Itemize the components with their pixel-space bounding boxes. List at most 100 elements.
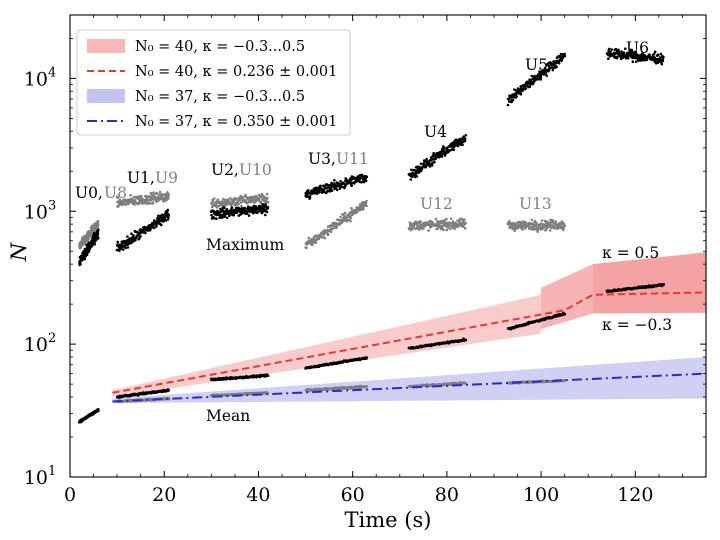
data-point	[528, 85, 532, 88]
annotation-mean: Mean	[206, 407, 250, 425]
data-point	[96, 220, 100, 223]
data-point	[428, 163, 432, 166]
data-point	[350, 207, 353, 210]
band-red-mid	[541, 264, 593, 329]
data-point	[124, 246, 127, 250]
data-point	[422, 227, 425, 230]
data-point	[460, 139, 463, 142]
data-point	[539, 78, 543, 81]
data-point	[459, 143, 462, 147]
data-point	[155, 192, 159, 195]
data-point	[166, 208, 170, 212]
x-axis-title: Time (s)	[345, 508, 432, 532]
data-point	[533, 74, 536, 78]
data-point	[631, 60, 635, 63]
data-point	[434, 157, 438, 160]
data-point	[152, 191, 155, 194]
data-point	[414, 220, 418, 223]
data-point	[444, 225, 448, 228]
data-point	[330, 189, 334, 192]
data-point	[144, 194, 148, 198]
data-point	[322, 233, 326, 236]
data-point	[223, 206, 226, 209]
data-point	[440, 225, 444, 228]
mean-black-segment-1	[116, 388, 170, 399]
data-point	[550, 62, 554, 66]
data-point	[440, 149, 444, 153]
data-point	[349, 215, 352, 218]
legend-label: N₀ = 40, κ = 0.236 ± 0.001	[135, 64, 337, 80]
data-point	[359, 203, 363, 207]
data-point	[319, 184, 322, 188]
data-point	[463, 137, 467, 141]
data-point	[216, 209, 219, 213]
y-tick-label: 102	[24, 331, 56, 356]
data-point	[225, 208, 229, 211]
data-point	[511, 227, 514, 231]
data-point	[139, 194, 143, 198]
data-point	[96, 236, 100, 240]
annotation-u0: U0,	[75, 184, 103, 202]
data-point	[563, 313, 567, 316]
data-point	[412, 168, 416, 172]
data-point	[317, 237, 321, 241]
data-point	[456, 219, 459, 222]
max-grey-segment-U11	[304, 199, 368, 250]
data-point	[653, 50, 657, 54]
data-point	[521, 228, 524, 231]
data-point	[225, 203, 228, 207]
data-point	[93, 242, 96, 246]
data-point	[307, 236, 311, 240]
data-point	[543, 66, 547, 70]
data-point	[232, 213, 235, 217]
data-point	[511, 98, 515, 102]
data-point	[148, 202, 152, 205]
data-point	[430, 164, 434, 167]
data-point	[266, 374, 270, 378]
data-point	[436, 227, 440, 230]
y-axis-title: N	[7, 242, 31, 262]
max-grey-segment-U13	[506, 218, 567, 233]
axes: 0 20 40 60 80 100 120 101 102 103 104 Time (s) N	[7, 14, 707, 532]
data-point	[138, 237, 141, 240]
data-point	[418, 228, 421, 231]
data-point	[223, 215, 226, 218]
data-point	[537, 77, 540, 81]
data-point	[96, 222, 100, 226]
max-black-segment-U3	[304, 173, 369, 200]
data-point	[545, 74, 548, 78]
data-point	[430, 225, 433, 229]
data-point	[235, 197, 238, 201]
data-point	[132, 234, 135, 237]
data-point	[118, 198, 122, 202]
mean-grey-segment-2	[304, 384, 368, 393]
data-point	[408, 221, 412, 224]
data-point	[630, 48, 634, 52]
data-point	[266, 205, 270, 209]
data-point	[152, 226, 156, 230]
data-point	[533, 219, 537, 223]
legend: N₀ = 40, κ = −0.3...0.5 N₀ = 40, κ = 0.23…	[76, 29, 351, 136]
data-point	[167, 214, 170, 217]
fit-blue-line	[112, 372, 706, 403]
data-point	[132, 240, 135, 243]
data-point	[548, 66, 552, 70]
data-point	[130, 232, 133, 235]
data-point	[146, 198, 150, 202]
data-point	[210, 213, 213, 217]
data-point	[652, 52, 656, 56]
data-point	[85, 253, 89, 256]
data-point	[254, 199, 258, 203]
data-point	[123, 198, 127, 201]
data-point	[326, 232, 330, 236]
data-point	[213, 197, 216, 200]
data-point	[237, 202, 240, 205]
data-point	[339, 215, 342, 219]
data-point	[118, 249, 121, 252]
data-point	[151, 201, 155, 204]
data-point	[129, 193, 132, 197]
data-point	[530, 218, 534, 222]
mean-black-segment-3	[304, 356, 369, 370]
plot-frame	[69, 14, 707, 478]
data-point	[358, 208, 362, 212]
